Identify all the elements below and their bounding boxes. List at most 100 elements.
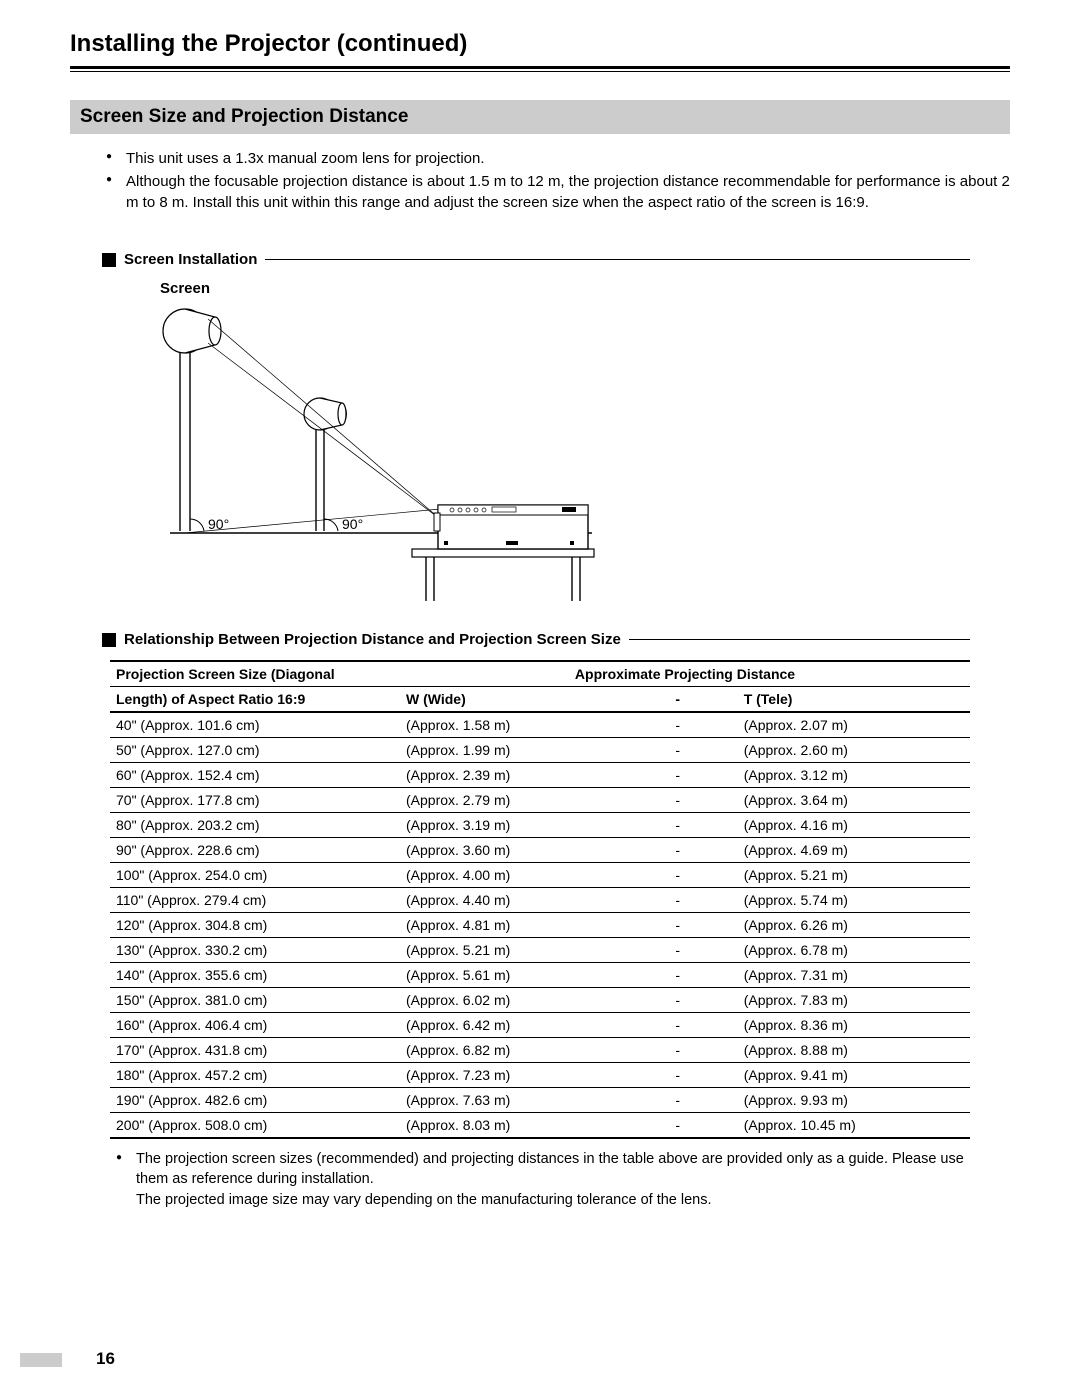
cell-tele: (Approx. 8.36 m) (738, 1013, 970, 1038)
cell-dash: - (618, 763, 738, 788)
cell-size: 60" (Approx. 152.4 cm) (110, 763, 400, 788)
subheading-screen-installation: Screen Installation (70, 251, 1010, 268)
cell-dash: - (618, 963, 738, 988)
projection-distance-table: Projection Screen Size (Diagonal Approxi… (110, 660, 970, 1139)
table-row: 110" (Approx. 279.4 cm)(Approx. 4.40 m)-… (110, 888, 970, 913)
cell-size: 40" (Approx. 101.6 cm) (110, 712, 400, 738)
cell-size: 110" (Approx. 279.4 cm) (110, 888, 400, 913)
cell-dash: - (618, 938, 738, 963)
page-tab (20, 1353, 62, 1367)
subheading-text: Screen Installation (124, 251, 257, 268)
cell-size: 200" (Approx. 508.0 cm) (110, 1113, 400, 1139)
footnote-1: The projection screen sizes (recommended… (130, 1149, 970, 1190)
cell-size: 80" (Approx. 203.2 cm) (110, 813, 400, 838)
cell-tele: (Approx. 9.93 m) (738, 1088, 970, 1113)
cell-dash: - (618, 863, 738, 888)
table-row: 150" (Approx. 381.0 cm)(Approx. 6.02 m)-… (110, 988, 970, 1013)
cell-tele: (Approx. 9.41 m) (738, 1063, 970, 1088)
angle-right-label: 90° (342, 516, 363, 532)
table-row: 80" (Approx. 203.2 cm)(Approx. 3.19 m)-(… (110, 813, 970, 838)
square-icon (102, 633, 116, 647)
cell-size: 50" (Approx. 127.0 cm) (110, 738, 400, 763)
table-row: 120" (Approx. 304.8 cm)(Approx. 4.81 m)-… (110, 913, 970, 938)
th-approx: Approximate Projecting Distance (400, 661, 970, 687)
cell-tele: (Approx. 7.83 m) (738, 988, 970, 1013)
cell-wide: (Approx. 6.82 m) (400, 1038, 618, 1063)
cell-size: 70" (Approx. 177.8 cm) (110, 788, 400, 813)
table-row: 200" (Approx. 508.0 cm)(Approx. 8.03 m)-… (110, 1113, 970, 1139)
cell-tele: (Approx. 5.74 m) (738, 888, 970, 913)
cell-dash: - (618, 1113, 738, 1139)
cell-size: 170" (Approx. 431.8 cm) (110, 1038, 400, 1063)
cell-dash: - (618, 1063, 738, 1088)
table-row: 90" (Approx. 228.6 cm)(Approx. 3.60 m)-(… (110, 838, 970, 863)
table-row: 60" (Approx. 152.4 cm)(Approx. 2.39 m)-(… (110, 763, 970, 788)
screen-label: Screen (160, 280, 1010, 297)
cell-size: 180" (Approx. 457.2 cm) (110, 1063, 400, 1088)
cell-tele: (Approx. 5.21 m) (738, 863, 970, 888)
subheading-text: Relationship Between Projection Distance… (124, 631, 621, 648)
th-dash: - (618, 687, 738, 713)
cell-tele: (Approx. 4.16 m) (738, 813, 970, 838)
cell-size: 160" (Approx. 406.4 cm) (110, 1013, 400, 1038)
section-heading: Screen Size and Projection Distance (70, 100, 1010, 134)
table-row: 130" (Approx. 330.2 cm)(Approx. 5.21 m)-… (110, 938, 970, 963)
intro-bullet: Although the focusable projection distan… (120, 171, 1010, 213)
footnote-2: The projected image size may vary depend… (130, 1190, 970, 1210)
th-tele: T (Tele) (738, 687, 970, 713)
cell-wide: (Approx. 4.40 m) (400, 888, 618, 913)
subheading-line (265, 259, 970, 260)
page-number: 16 (96, 1349, 115, 1369)
cell-size: 130" (Approx. 330.2 cm) (110, 938, 400, 963)
cell-dash: - (618, 838, 738, 863)
cell-wide: (Approx. 4.00 m) (400, 863, 618, 888)
angle-left-label: 90° (208, 516, 229, 532)
cell-dash: - (618, 888, 738, 913)
cell-tele: (Approx. 3.12 m) (738, 763, 970, 788)
table-row: 190" (Approx. 482.6 cm)(Approx. 7.63 m)-… (110, 1088, 970, 1113)
cell-dash: - (618, 788, 738, 813)
cell-tele: (Approx. 4.69 m) (738, 838, 970, 863)
cell-tele: (Approx. 10.45 m) (738, 1113, 970, 1139)
intro-bullets: This unit uses a 1.3x manual zoom lens f… (70, 148, 1010, 213)
subheading-relationship: Relationship Between Projection Distance… (70, 631, 1010, 648)
cell-size: 100" (Approx. 254.0 cm) (110, 863, 400, 888)
cell-size: 90" (Approx. 228.6 cm) (110, 838, 400, 863)
table-row: 50" (Approx. 127.0 cm)(Approx. 1.99 m)-(… (110, 738, 970, 763)
installation-diagram: 90° 90° (130, 301, 650, 611)
cell-dash: - (618, 738, 738, 763)
diagram: Screen 90° 90° (70, 280, 1010, 611)
cell-wide: (Approx. 4.81 m) (400, 913, 618, 938)
cell-wide: (Approx. 5.21 m) (400, 938, 618, 963)
cell-tele: (Approx. 2.07 m) (738, 712, 970, 738)
title-rule (70, 66, 1010, 72)
th-wide: W (Wide) (400, 687, 618, 713)
table-row: 180" (Approx. 457.2 cm)(Approx. 7.23 m)-… (110, 1063, 970, 1088)
cell-tele: (Approx. 6.78 m) (738, 938, 970, 963)
cell-dash: - (618, 813, 738, 838)
page-title: Installing the Projector (continued) (70, 30, 1010, 66)
cell-tele: (Approx. 6.26 m) (738, 913, 970, 938)
subheading-line (629, 639, 970, 640)
cell-dash: - (618, 913, 738, 938)
cell-wide: (Approx. 6.02 m) (400, 988, 618, 1013)
table-row: 100" (Approx. 254.0 cm)(Approx. 4.00 m)-… (110, 863, 970, 888)
cell-tele: (Approx. 2.60 m) (738, 738, 970, 763)
cell-size: 140" (Approx. 355.6 cm) (110, 963, 400, 988)
th-size-l1: Projection Screen Size (Diagonal (110, 661, 400, 687)
cell-tele: (Approx. 8.88 m) (738, 1038, 970, 1063)
cell-wide: (Approx. 7.63 m) (400, 1088, 618, 1113)
cell-dash: - (618, 1038, 738, 1063)
cell-dash: - (618, 1013, 738, 1038)
cell-wide: (Approx. 6.42 m) (400, 1013, 618, 1038)
table-row: 140" (Approx. 355.6 cm)(Approx. 5.61 m)-… (110, 963, 970, 988)
cell-wide: (Approx. 2.39 m) (400, 763, 618, 788)
cell-wide: (Approx. 5.61 m) (400, 963, 618, 988)
cell-wide: (Approx. 1.99 m) (400, 738, 618, 763)
cell-wide: (Approx. 1.58 m) (400, 712, 618, 738)
intro-bullet: This unit uses a 1.3x manual zoom lens f… (120, 148, 1010, 169)
cell-dash: - (618, 1088, 738, 1113)
cell-wide: (Approx. 7.23 m) (400, 1063, 618, 1088)
cell-wide: (Approx. 2.79 m) (400, 788, 618, 813)
th-size-l2: Length) of Aspect Ratio 16:9 (110, 687, 400, 713)
